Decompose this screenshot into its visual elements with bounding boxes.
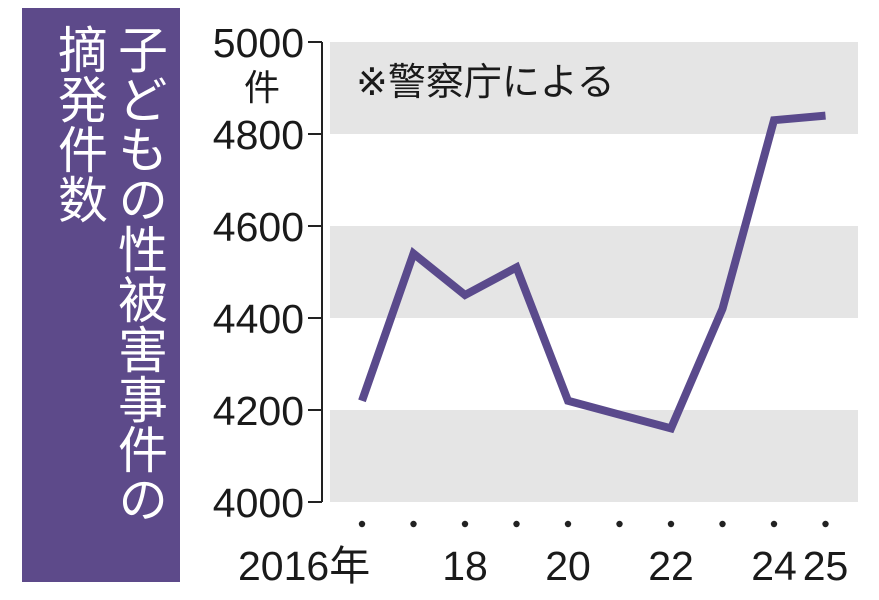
y-tick-label: 4800 (213, 112, 304, 158)
x-tick-label: 25 (803, 543, 849, 589)
grid-bands (330, 42, 858, 502)
x-tick-dot (358, 520, 366, 528)
grid-band (330, 226, 858, 318)
y-tick-label: 4600 (213, 204, 304, 250)
x-tick-dot (719, 520, 726, 528)
chart-title-line-1: 子どもの性被害事件の (110, 24, 168, 524)
x-tick-label: 22 (648, 543, 694, 589)
x-tick-dot (461, 520, 469, 528)
grid-band (330, 42, 858, 134)
x-tick-label: 24 (751, 543, 797, 589)
y-unit-label: 件 (244, 68, 280, 109)
chart-title-line-2: 摘発件数 (50, 24, 108, 224)
x-tick-dot (410, 520, 417, 528)
y-tick-label: 4400 (213, 296, 304, 342)
x-tick-dot (822, 520, 829, 528)
x-axis: 2016年 18 20 22 24 25 (238, 520, 849, 589)
source-note: ※警察庁による (356, 60, 615, 104)
grid-band (330, 410, 858, 502)
series-group (358, 111, 826, 434)
x-tick-dot (564, 520, 572, 528)
chart-title-box: 子どもの性被害事件の 摘発件数 (22, 8, 180, 582)
x-tick-dot (616, 520, 623, 528)
x-tick-dot (667, 520, 675, 528)
series-line (358, 111, 826, 434)
x-tick-label: 18 (442, 543, 488, 589)
y-tick-label: 4200 (213, 388, 304, 434)
y-tick-label: 4000 (213, 480, 304, 526)
y-tick-label: 5000 (213, 20, 304, 66)
x-tick-dot (513, 520, 520, 528)
x-tick-label: 20 (545, 543, 591, 589)
x-tick-dot (770, 520, 778, 528)
x-tick-label: 2016年 (238, 543, 370, 589)
